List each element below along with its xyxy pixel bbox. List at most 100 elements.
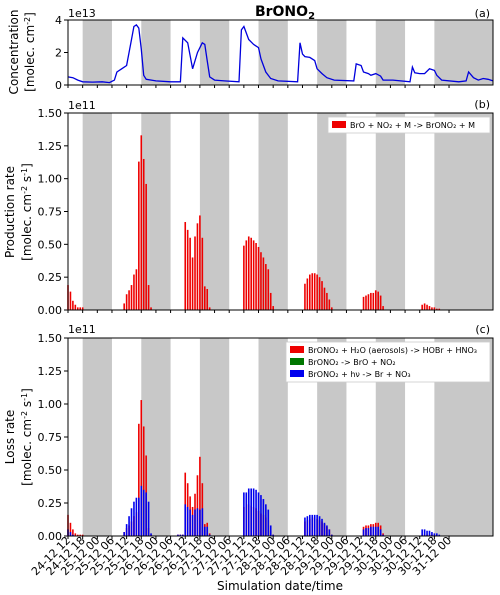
panel-a-concentration: 0 2 4 1e13 (a) Concentration [molec. cm-2] (7, 7, 494, 95)
night-band (434, 113, 493, 310)
bar (81, 534, 84, 536)
bar (374, 290, 377, 310)
bar (203, 286, 206, 310)
night-band (82, 20, 112, 85)
bar (184, 504, 187, 536)
bar (421, 529, 423, 536)
bar (365, 528, 367, 536)
bar (130, 285, 133, 310)
bar (140, 400, 143, 536)
bar (150, 307, 152, 310)
bar (257, 492, 260, 536)
bar (423, 529, 426, 536)
bar (426, 530, 428, 536)
night-band (199, 20, 230, 85)
bar (428, 530, 431, 536)
bar (257, 246, 260, 310)
panel-c-ylabel: Loss rate (3, 410, 17, 465)
bar (133, 501, 135, 536)
bar (318, 277, 321, 310)
bar (189, 237, 191, 310)
panel-c-frame (67, 337, 494, 537)
bar (138, 497, 140, 536)
bar (431, 307, 433, 310)
bar (306, 278, 309, 310)
bar (330, 534, 333, 536)
bar (76, 534, 79, 536)
bar (199, 509, 201, 536)
bar (374, 526, 377, 536)
bar (252, 240, 255, 310)
bar (208, 534, 211, 536)
bar (370, 292, 372, 310)
panel-a-ylabel: Concentration (7, 10, 21, 95)
legend-label: BrONO₂ -> BrO + NO₂ (308, 358, 396, 367)
bar (72, 529, 74, 536)
legend-label: BrO + NO₂ + M -> BrONO₂ + M (350, 121, 475, 130)
legend-swatch (290, 346, 304, 353)
bar (309, 274, 311, 310)
night-band (199, 113, 230, 310)
bar (247, 488, 250, 536)
bar (309, 514, 311, 536)
bar (123, 303, 125, 310)
bar (74, 533, 77, 536)
legend-box (327, 116, 491, 134)
bar (203, 526, 206, 536)
y-tick-label: 1.50 (38, 332, 63, 345)
bar (245, 240, 248, 310)
bar (128, 290, 130, 310)
bar (265, 504, 267, 536)
concentration-line (67, 24, 494, 84)
bar (438, 308, 441, 310)
bar (252, 488, 255, 536)
legend-label: BrONO₂ + H₂O (aerosols) -> HOBr + HNO₃ (308, 346, 477, 355)
bar (367, 294, 370, 310)
bar (247, 236, 250, 310)
bar (250, 488, 252, 536)
bar (125, 524, 128, 536)
y-tick-label: 0.50 (38, 238, 63, 251)
bar (367, 528, 370, 536)
bar (267, 509, 270, 536)
night-band (375, 113, 406, 310)
panel-a-plot (67, 24, 494, 84)
panel-c-ylabel-units: [molec. cm-2 s-1] (20, 388, 34, 486)
legend-swatch (290, 370, 304, 377)
bar (433, 307, 436, 310)
bar (145, 183, 147, 310)
bar (438, 534, 441, 536)
bar (142, 158, 145, 310)
bar (142, 426, 145, 536)
bar (243, 245, 245, 310)
bar (428, 306, 431, 310)
panel-c-yaxis: 0.00 0.25 0.50 0.75 1.00 1.25 1.50 (38, 332, 450, 543)
y-tick-label: 1.00 (38, 173, 63, 186)
bar (189, 509, 191, 536)
y-tick-label: 0.50 (38, 464, 63, 477)
y-tick-label: 1.25 (38, 365, 63, 378)
bar (436, 308, 438, 310)
bar (372, 526, 375, 536)
bar (184, 222, 187, 310)
night-band (434, 20, 493, 85)
bar (318, 516, 321, 536)
bar (196, 223, 199, 310)
bar (304, 517, 306, 536)
bar (313, 514, 316, 536)
y-tick-label: 2 (55, 47, 62, 60)
bar (138, 423, 140, 536)
panel-c-bars (67, 400, 441, 536)
bar (72, 534, 74, 536)
bar (316, 514, 318, 536)
bar (72, 300, 74, 310)
bar (196, 475, 199, 536)
bar (142, 489, 145, 536)
bar (150, 533, 152, 536)
panel-a-background (82, 20, 493, 85)
bar (201, 508, 204, 536)
bar (316, 274, 318, 310)
bar (255, 243, 257, 310)
bar (186, 229, 189, 310)
bar (436, 533, 438, 536)
